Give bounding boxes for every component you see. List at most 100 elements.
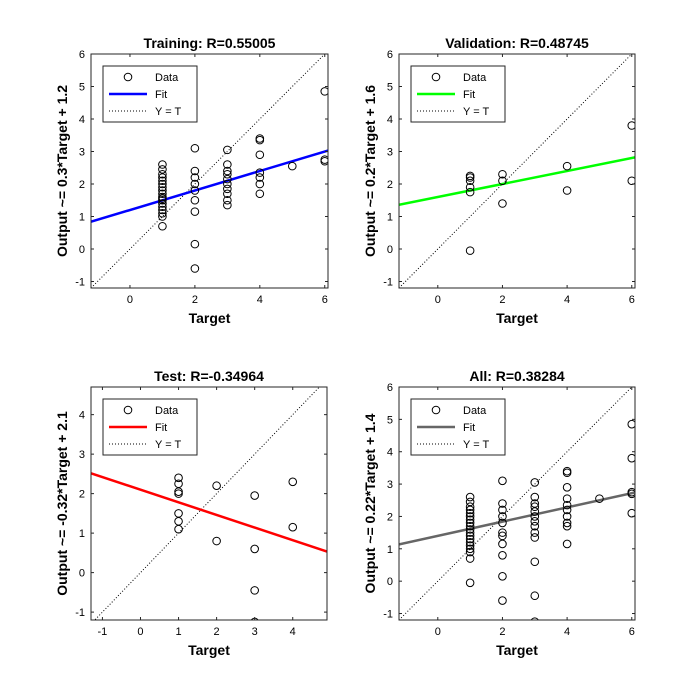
test-y-tick-label: 4 xyxy=(79,410,85,422)
legend-label: Fit xyxy=(155,422,167,434)
training-data-point xyxy=(223,184,232,194)
legend-label: Y = T xyxy=(155,106,181,118)
training-panel: 0 2 4 6 -1 0 1 2 3 4 5 6 Training: R=0.55005 Target Ou… xyxy=(54,35,329,326)
test-x-axis-label: Target xyxy=(188,642,230,658)
training-data-point xyxy=(158,208,167,218)
training-data-point xyxy=(255,134,265,143)
all-y-tick-label: 3 xyxy=(387,479,393,491)
training-data-point xyxy=(190,166,200,176)
all-axes-box xyxy=(398,386,636,621)
all-data-point xyxy=(465,525,475,534)
validation-y-tick-label: 1 xyxy=(387,212,393,224)
all-data-point xyxy=(498,596,507,605)
training-data-point xyxy=(255,150,265,160)
training-data-point xyxy=(255,168,265,177)
training-data-point xyxy=(190,143,200,153)
training-data-point xyxy=(223,169,232,179)
validation-data-point xyxy=(562,186,572,195)
training-data-point xyxy=(190,195,200,205)
all-data-point xyxy=(530,557,540,567)
legend-label: Y = T xyxy=(463,106,489,118)
test-y-tick-label: 0 xyxy=(79,568,85,580)
training-data-point xyxy=(158,205,167,215)
test-x-tick-label: 4 xyxy=(290,626,296,638)
training-y-tick-label: 0 xyxy=(79,244,85,256)
all-data-point xyxy=(498,531,507,541)
training-data-point xyxy=(190,179,200,189)
legend-label: Y = T xyxy=(463,439,489,451)
training-y-tick-label: -1 xyxy=(75,277,85,289)
legend-label: Fit xyxy=(463,422,475,434)
all-data-point xyxy=(465,541,475,550)
training-data-point xyxy=(287,161,297,171)
legend-label: Fit xyxy=(463,89,475,101)
all-x-tick-label: 4 xyxy=(564,626,570,638)
validation-fit-line xyxy=(399,156,635,207)
validation-y-tick-label: 4 xyxy=(387,114,393,126)
validation-y-tick-label: 0 xyxy=(387,244,393,256)
all-data-point xyxy=(530,512,540,521)
all-data-point xyxy=(530,492,540,502)
validation-data-point xyxy=(465,246,475,255)
training-y-tick-label: 6 xyxy=(79,49,85,61)
validation-y-axis-label: Output ~= 0.2*Target + 1.6 xyxy=(362,85,378,257)
training-data-point xyxy=(158,160,167,169)
all-data-point xyxy=(562,521,572,531)
training-data-point xyxy=(223,166,232,176)
all-title: All: R=0.38284 xyxy=(469,368,565,384)
training-data-point xyxy=(255,189,265,199)
all-data-point xyxy=(562,505,572,515)
training-data-point xyxy=(223,160,232,169)
validation-x-tick-label: 0 xyxy=(435,294,441,306)
all-data-point xyxy=(562,494,572,503)
validation-data-point xyxy=(498,169,507,179)
validation-title: Validation: R=0.48745 xyxy=(445,35,589,51)
training-data-point xyxy=(158,165,167,174)
legend-label: Data xyxy=(155,72,179,84)
test-x-tick-label: 0 xyxy=(137,626,143,638)
training-title: Training: R=0.55005 xyxy=(144,35,276,51)
training-data-point xyxy=(158,182,167,192)
validation-axes-box xyxy=(398,53,636,289)
test-x-tick-label: -1 xyxy=(98,626,108,638)
all-data-point xyxy=(465,502,475,512)
training-data-point xyxy=(255,179,265,189)
test-x-tick-label: 3 xyxy=(252,626,258,638)
training-y-tick-label: 1 xyxy=(79,212,85,224)
training-y-tick-label: 3 xyxy=(79,147,85,159)
all-data-point xyxy=(498,550,507,560)
test-data-point xyxy=(174,479,183,489)
validation-x-axis-label: Target xyxy=(496,310,538,326)
all-x-tick-label: 0 xyxy=(435,626,441,638)
test-title: Test: R=-0.34964 xyxy=(154,368,264,384)
validation-data-point xyxy=(562,161,572,171)
training-data-point xyxy=(158,186,167,195)
test-legend: Data Fit Y = T xyxy=(102,398,198,456)
legend-label: Data xyxy=(155,405,179,417)
test-x-tick-label: 1 xyxy=(175,626,181,638)
training-data-point xyxy=(223,179,232,189)
all-data-point xyxy=(465,492,475,502)
test-data-point xyxy=(288,522,298,532)
validation-data-point xyxy=(465,182,475,192)
all-y-tick-label: 6 xyxy=(387,382,393,394)
legend-data-marker xyxy=(431,405,441,415)
all-x-axis-label: Target xyxy=(496,642,538,658)
all-data-point xyxy=(465,538,475,547)
all-data-point xyxy=(465,521,475,531)
all-data-point xyxy=(627,487,635,497)
legend-label: Y = T xyxy=(155,439,181,451)
validation-y-tick-label: 2 xyxy=(387,179,393,191)
all-y-tick-label: 1 xyxy=(387,544,393,556)
validation-y-tick-label: 5 xyxy=(387,82,393,94)
training-data-point xyxy=(158,221,167,231)
all-data-point xyxy=(627,419,635,429)
training-data-point xyxy=(158,189,167,199)
training-data-point xyxy=(158,173,167,182)
training-data-point xyxy=(158,199,167,208)
all-data-point xyxy=(498,572,507,581)
validation-data-point xyxy=(498,176,507,186)
training-x-tick-label: 4 xyxy=(257,294,263,306)
all-data-point xyxy=(465,512,475,521)
validation-y-tick-label: 6 xyxy=(387,49,393,61)
